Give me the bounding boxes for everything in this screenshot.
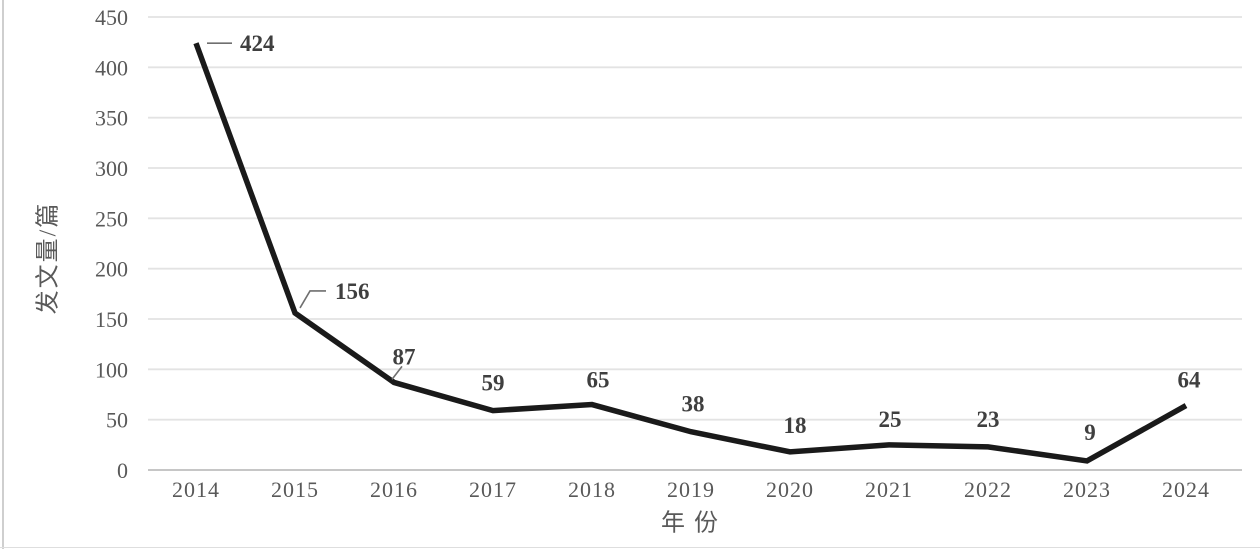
x-tick-label: 2019: [667, 477, 715, 502]
data-label: 38: [682, 392, 705, 417]
y-tick-label: 150: [95, 307, 128, 332]
y-axis-title: 发文量/篇: [35, 201, 62, 315]
data-label: 156: [335, 279, 370, 304]
x-tick-label: 2014: [172, 477, 220, 502]
y-tick-label: 100: [95, 357, 128, 382]
data-label: 59: [482, 371, 505, 396]
y-axis-tick-labels: 0 50 100 150 200 250 300 350 400 450: [95, 5, 128, 483]
x-tick-label: 2017: [469, 477, 517, 502]
data-labels-group: 424 156 87 59 65 38 18 25 23 9 64: [240, 31, 1201, 445]
y-tick-label: 350: [95, 106, 128, 131]
gridlines-group: [148, 16, 1242, 471]
data-label: 23: [977, 407, 1000, 432]
y-tick-label: 250: [95, 206, 128, 231]
data-label: 25: [879, 407, 902, 432]
x-tick-label: 2016: [370, 477, 418, 502]
x-axis-title: 年份: [661, 510, 727, 537]
x-tick-label: 2021: [865, 477, 913, 502]
document-frame-bottom-border: [0, 547, 1260, 548]
document-frame-left-border: [2, 0, 4, 549]
leader-line: [299, 290, 326, 309]
y-tick-label: 200: [95, 257, 128, 282]
x-tick-label: 2020: [766, 477, 814, 502]
data-label: 64: [1178, 368, 1202, 393]
data-label: 424: [240, 31, 275, 56]
x-tick-label: 2023: [1063, 477, 1111, 502]
data-label: 87: [393, 344, 416, 369]
x-tick-label: 2024: [1162, 477, 1210, 502]
y-tick-label: 50: [106, 408, 128, 433]
data-label: 9: [1084, 420, 1096, 445]
y-tick-label: 0: [117, 458, 128, 483]
data-label-leader-lines: [207, 42, 403, 380]
y-tick-label: 400: [95, 55, 128, 80]
data-label: 65: [587, 368, 610, 393]
y-tick-label: 450: [95, 5, 128, 30]
x-axis-tick-labels: 2014 2015 2016 2017 2018 2019 2020 2021 2022 2023…: [172, 477, 1210, 502]
x-tick-label: 2018: [568, 477, 616, 502]
leader-line: [391, 365, 403, 380]
x-tick-label: 2015: [271, 477, 319, 502]
data-label: 18: [784, 413, 807, 438]
data-series-line: [193, 42, 1188, 464]
x-tick-label: 2022: [964, 477, 1012, 502]
y-tick-label: 300: [95, 156, 128, 181]
